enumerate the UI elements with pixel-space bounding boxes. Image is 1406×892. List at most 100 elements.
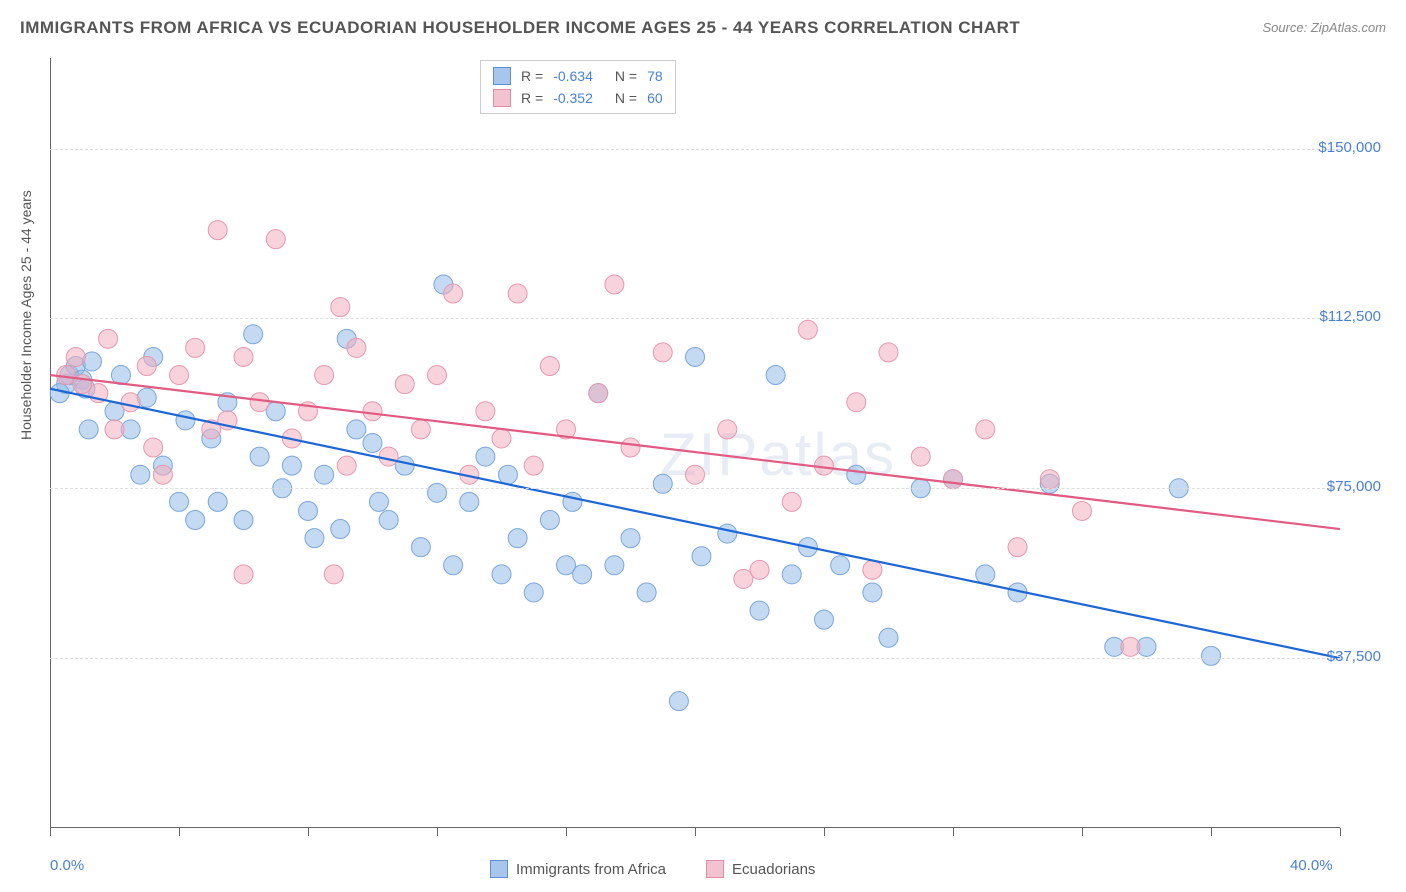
data-point <box>686 347 705 366</box>
data-point <box>637 583 656 602</box>
data-point <box>411 420 430 439</box>
trend-line <box>50 375 1340 529</box>
y-axis-label: Householder Income Ages 25 - 44 years <box>18 190 34 440</box>
data-point <box>170 366 189 385</box>
swatch-icon <box>493 89 511 107</box>
data-point <box>369 492 388 511</box>
data-point <box>176 411 195 430</box>
data-point <box>305 529 324 548</box>
n-value: 60 <box>647 90 663 106</box>
data-point <box>315 366 334 385</box>
data-point <box>508 284 527 303</box>
x-tick <box>179 828 180 836</box>
data-point <box>605 275 624 294</box>
r-value: -0.634 <box>553 68 593 84</box>
data-point <box>299 501 318 520</box>
data-point <box>1073 501 1092 520</box>
data-point <box>131 465 150 484</box>
swatch-icon <box>706 860 724 878</box>
data-point <box>186 511 205 530</box>
data-point <box>79 420 98 439</box>
data-point <box>411 538 430 557</box>
data-point <box>379 447 398 466</box>
data-point <box>395 375 414 394</box>
data-point <box>444 284 463 303</box>
data-point <box>1202 646 1221 665</box>
data-point <box>782 492 801 511</box>
data-point <box>324 565 343 584</box>
data-point <box>540 511 559 530</box>
data-point <box>234 511 253 530</box>
x-tick <box>824 828 825 836</box>
data-point <box>831 556 850 575</box>
data-point <box>99 329 118 348</box>
data-point <box>250 393 269 412</box>
data-point <box>605 556 624 575</box>
n-value: 78 <box>647 68 663 84</box>
data-point <box>766 366 785 385</box>
x-tick-label: 40.0% <box>1290 857 1333 874</box>
data-point <box>847 465 866 484</box>
r-label: R = <box>521 90 543 106</box>
x-tick <box>566 828 567 836</box>
data-point <box>347 338 366 357</box>
data-point <box>66 347 85 366</box>
source-attribution: Source: ZipAtlas.com <box>1262 20 1386 35</box>
data-point <box>363 402 382 421</box>
data-point <box>692 547 711 566</box>
data-point <box>750 560 769 579</box>
data-point <box>782 565 801 584</box>
x-tick <box>1082 828 1083 836</box>
data-point <box>460 492 479 511</box>
data-point <box>337 456 356 475</box>
swatch-icon <box>490 860 508 878</box>
x-tick <box>695 828 696 836</box>
legend-item: Immigrants from Africa <box>490 860 666 878</box>
data-point <box>798 320 817 339</box>
gridline <box>50 658 1340 659</box>
data-point <box>208 221 227 240</box>
data-point <box>879 343 898 362</box>
legend-label: Immigrants from Africa <box>516 861 666 878</box>
x-tick <box>1211 828 1212 836</box>
data-point <box>976 420 995 439</box>
data-point <box>170 492 189 511</box>
data-point <box>911 447 930 466</box>
data-point <box>492 565 511 584</box>
data-point <box>444 556 463 575</box>
data-point <box>621 529 640 548</box>
data-point <box>573 565 592 584</box>
x-tick <box>50 828 51 836</box>
data-point <box>476 402 495 421</box>
swatch-icon <box>493 67 511 85</box>
data-point <box>331 298 350 317</box>
x-tick <box>1340 828 1341 836</box>
data-point <box>363 434 382 453</box>
data-point <box>669 692 688 711</box>
data-point <box>815 610 834 629</box>
data-point <box>1121 637 1140 656</box>
data-point <box>428 366 447 385</box>
gridline <box>50 149 1340 150</box>
gridline <box>50 318 1340 319</box>
y-tick-label: $150,000 <box>1318 139 1381 156</box>
data-point <box>186 338 205 357</box>
data-point <box>508 529 527 548</box>
data-point <box>121 393 140 412</box>
y-tick-label: $112,500 <box>1320 308 1381 325</box>
data-point <box>718 420 737 439</box>
data-point <box>428 483 447 502</box>
legend-row-series-1: R = -0.634 N = 78 <box>493 65 663 87</box>
correlation-legend: R = -0.634 N = 78 R = -0.352 N = 60 <box>480 60 676 114</box>
chart-title: IMMIGRANTS FROM AFRICA VS ECUADORIAN HOU… <box>20 18 1020 38</box>
data-point <box>540 357 559 376</box>
data-point <box>137 357 156 376</box>
data-point <box>863 583 882 602</box>
data-point <box>1040 470 1059 489</box>
data-point <box>976 565 995 584</box>
gridline <box>50 488 1340 489</box>
data-point <box>144 438 163 457</box>
data-point <box>208 492 227 511</box>
r-value: -0.352 <box>553 90 593 106</box>
data-point <box>244 325 263 344</box>
